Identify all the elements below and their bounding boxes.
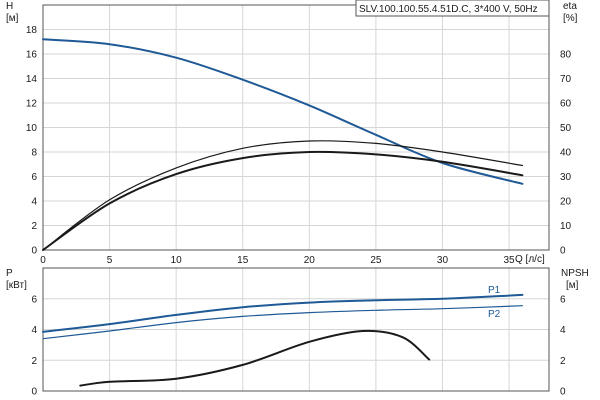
y-left-tick-label: 0 [31,246,37,257]
top-tick-labels: 0 2 4 6 8 10 12 14 16 18 0 10 20 30 40 50 60 70 80 0 5 10 15 20… [26,25,572,266]
y-right-tick-label: 20 [560,197,572,208]
y-left-tick-label: 10 [26,123,38,134]
y-left-tick-label: 0 [31,387,37,398]
bottom-series [42,293,524,387]
head-curve [42,38,524,185]
y-right-tick-label: 0 [560,246,566,257]
power-axis-unit: [кВт] [6,280,27,291]
y-left-tick-label: 16 [26,50,38,61]
y-left-tick-label: 8 [31,148,37,159]
y-left-tick-label: 2 [31,221,37,232]
y-left-tick-label: 2 [31,356,37,367]
y-left-tick-label: 12 [26,99,38,110]
x-tick-label: 5 [107,255,113,266]
y-right-tick-label: 60 [560,99,572,110]
npsh-axis-symbol: NPSH [561,268,589,279]
y-right-tick-label: 2 [560,356,566,367]
p1-power-curve [42,293,524,333]
head-efficiency-panel: 0 2 4 6 8 10 12 14 16 18 0 10 20 30 40 50 60 70 80 0 5 10 15 20… [6,0,578,266]
y-left-tick-label: 18 [26,25,38,36]
efficiency-curve-upper [42,140,523,251]
efficiency-axis-unit: [%] [563,13,578,24]
bottom-plot-frame [42,267,550,392]
y-right-tick-label: 80 [560,50,572,61]
x-tick-label: 25 [370,255,382,266]
flow-axis-label: Q [л/с] [515,254,545,265]
y-left-tick-label: 14 [26,74,38,85]
efficiency-curve-lower [42,150,524,251]
x-tick-label: 30 [437,255,449,266]
x-tick-label: 10 [171,255,183,266]
head-axis-unit: [м] [6,13,19,24]
y-right-tick-label: 40 [560,148,572,159]
y-right-tick-label: 50 [560,123,572,134]
p1-series-label: P1 [488,285,501,296]
top-plot-frame [42,4,550,251]
y-right-tick-label: 6 [560,294,566,305]
x-tick-label: 20 [304,255,316,266]
top-series [42,38,524,251]
y-right-tick-label: 30 [560,172,572,183]
y-left-tick-label: 4 [31,197,37,208]
power-axis-symbol: P [6,268,13,279]
x-tick-label: 15 [237,255,249,266]
y-right-tick-label: 70 [560,74,572,85]
npsh-axis-unit: [м] [566,280,579,291]
y-left-tick-label: 6 [31,294,37,305]
head-axis-symbol: H [6,1,13,12]
p2-series-label: P2 [488,309,501,320]
bottom-tick-labels: 0 2 4 6 0 2 4 6 [31,294,566,397]
chart-title: SLV.100.100.55.4.51D.C, 3*400 V, 50Hz [359,4,538,15]
top-grid [43,5,549,250]
npsh-curve [79,329,431,387]
power-npsh-panel: 0 2 4 6 0 2 4 6 P [кВт] NPSH [м] P1 P2 [6,267,589,398]
y-left-tick-label: 6 [31,172,37,183]
y-right-tick-label: 0 [560,387,566,398]
efficiency-axis-symbol: eta [563,1,577,12]
p2-power-curve [42,305,523,340]
y-right-tick-label: 4 [560,325,566,336]
y-left-tick-label: 4 [31,325,37,336]
x-tick-label: 0 [40,255,46,266]
y-right-tick-label: 10 [560,221,572,232]
x-tick-label: 35 [503,255,515,266]
title-box [355,0,550,17]
